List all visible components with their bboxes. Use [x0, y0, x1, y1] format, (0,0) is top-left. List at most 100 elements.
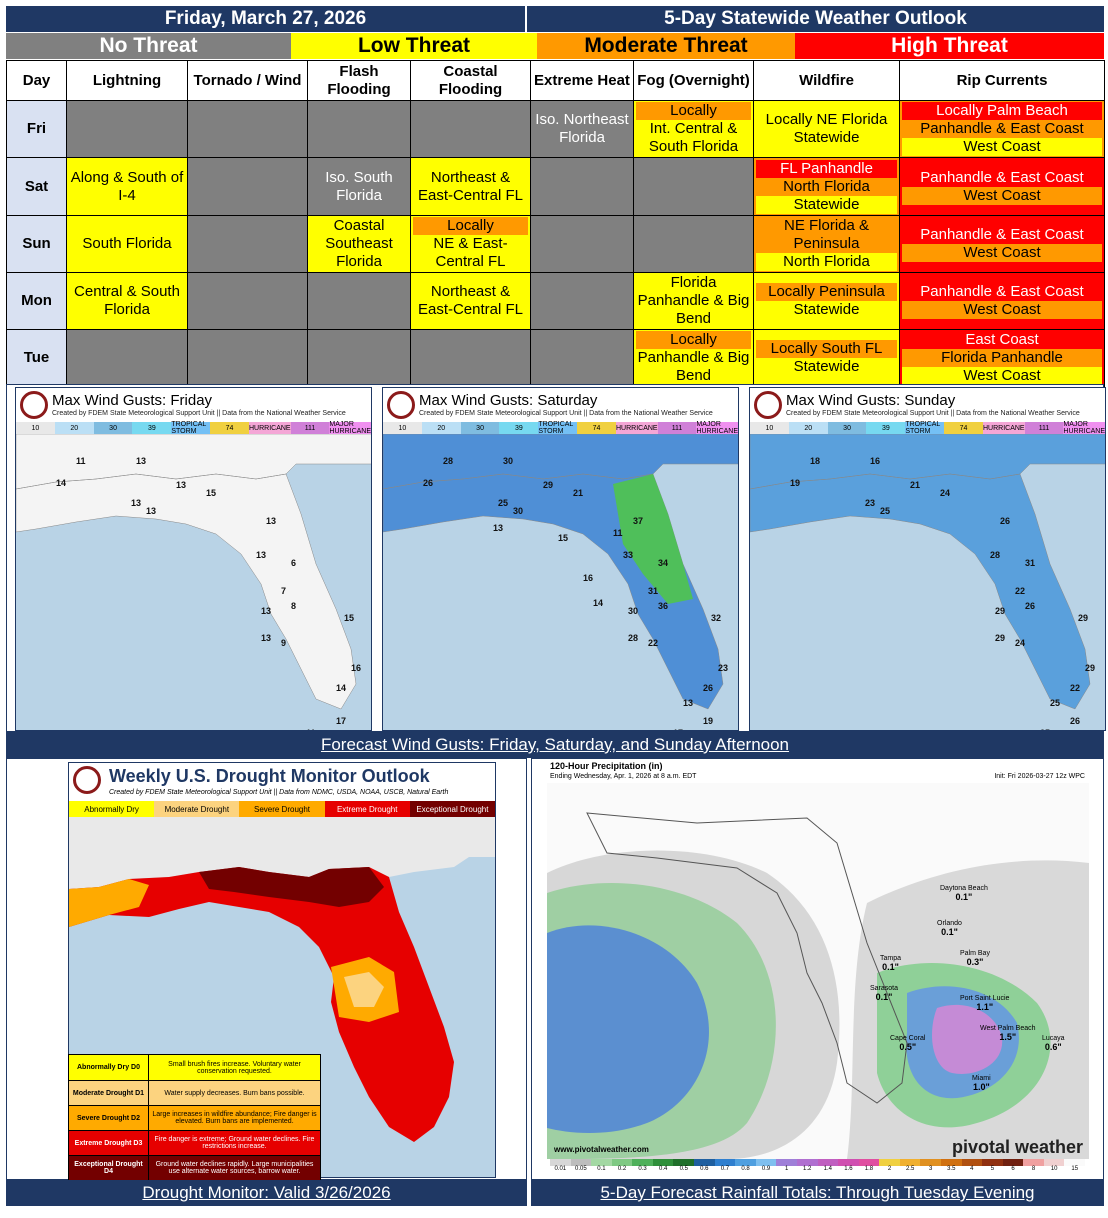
gust-value: 15 [206, 488, 217, 498]
drought-extreme-north [199, 867, 384, 907]
wind-scale-step: 39 [866, 422, 906, 434]
gust-value: 28 [443, 456, 454, 466]
gust-value: 14 [336, 683, 347, 693]
rain-scale-label: 1.8 [864, 1166, 874, 1172]
rain-brand: pivotal weather [951, 1137, 1083, 1157]
legend-d1: Moderate Drought D1 Water supply decrease… [69, 1080, 320, 1105]
rain-scale-step: 1.2 [796, 1159, 818, 1177]
legend-key: Abnormally Dry D0 [69, 1055, 149, 1080]
rain-scale-swatch [838, 1159, 859, 1166]
cell-tue-rip: East Coast Florida Panhandle West Coast [899, 329, 1105, 387]
text: NE Florida & Peninsula [783, 217, 870, 252]
rain-scale-swatch [673, 1159, 695, 1166]
gust-value: 6 [291, 558, 297, 568]
legend-low-threat: Low Threat [291, 33, 537, 59]
rain-ending: Ending Wednesday, Apr. 1, 2026 at 8 a.m.… [550, 773, 697, 780]
cell-fri-wildfire: Locally NE Florida Statewide [753, 100, 900, 158]
cell [187, 329, 308, 387]
cat-d3: Extreme Drought [324, 801, 410, 817]
wind-scale-step: 39 [132, 422, 172, 434]
gust-value: 30 [628, 606, 639, 616]
cell-fri-heat: Iso. Northeast Florida [530, 100, 634, 158]
highlight: West Coast [902, 301, 1102, 319]
gust-value: 31 [648, 586, 659, 596]
legend-desc: Small brush fires increase. Voluntary wa… [168, 1060, 301, 1075]
rain-scale-label: 4 [970, 1166, 974, 1172]
rain-scale-step: 2.5 [899, 1159, 921, 1177]
gust-value: 22 [1015, 586, 1026, 596]
wind-map-header: Max Wind Gusts: Sunday Created by FDEM St… [750, 388, 1105, 422]
legend-d4: Exceptional Drought D4 Ground water decli… [69, 1155, 320, 1180]
rain-scale-label: 0.6 [700, 1166, 709, 1172]
wind-scale-step: 111 [290, 422, 330, 434]
cell [410, 100, 531, 158]
gust-value: 11 [76, 456, 86, 466]
gust-value: 11 [613, 528, 623, 538]
gust-value: 21 [910, 480, 921, 490]
rain-scale: 0.01 0.05 0.1 0.2 0.3 0.4 0.5 0.6 0.7 0.8 0.9 1 1.2 1… [550, 1159, 1086, 1177]
highlight: Locally Peninsula [756, 283, 897, 301]
gust-value: 29 [543, 480, 554, 490]
wind-scale-step: 30 [827, 422, 867, 434]
rain-site: www.pivotalweather.com [554, 1145, 649, 1154]
rain-scale-swatch [694, 1159, 715, 1166]
wind-scale-step: MAJOR HURRICANE [696, 421, 739, 435]
rain-scale-step: 10 [1043, 1159, 1065, 1177]
wind-map-credit: Created by FDEM State Meteorological Sup… [786, 410, 1080, 417]
cell [633, 215, 754, 273]
cell-sun-lightning: South Florida [66, 215, 188, 273]
rain-scale-step: 0.7 [714, 1159, 736, 1177]
florida-land [383, 434, 738, 710]
rain-scale-step: 0.1 [591, 1159, 612, 1177]
cell [530, 157, 634, 216]
wind-caption: Forecast Wind Gusts: Friday, Saturday, a… [6, 732, 1104, 758]
text: Panhandle & Big Bend [637, 349, 750, 384]
wind-scale-step: TROPICAL STORM [171, 421, 211, 435]
rain-scale-step: 3 [920, 1159, 941, 1177]
gust-value: 18 [810, 456, 821, 466]
gust-value: 26 [1025, 601, 1036, 611]
highlight: Locally [413, 217, 528, 235]
wind-scale-step: 30 [93, 422, 133, 434]
legend-d3: Extreme Drought D3 Fire danger is extreme… [69, 1130, 320, 1155]
rain-scale-swatch [796, 1159, 818, 1166]
drought-abnormal-central [344, 972, 384, 1007]
day-tue: Tue [6, 329, 67, 387]
rain-scale-swatch [611, 1159, 633, 1166]
rain-scale-step: 1 [776, 1159, 797, 1177]
cell [307, 100, 411, 158]
rain-scale-step: 2 [879, 1159, 900, 1177]
rain-scale-label: 8 [1031, 1166, 1036, 1172]
wind-map-land [16, 434, 371, 710]
wind-scale-step: 20 [54, 422, 94, 434]
text: NE & East-Central FL [433, 235, 508, 270]
gust-value: 30 [503, 456, 514, 466]
drought-map [69, 817, 495, 1142]
gust-value: 15 [558, 533, 569, 543]
gust-value: 13 [256, 550, 267, 560]
rain-scale-label: 3 [929, 1166, 933, 1172]
gust-value: 36 [658, 601, 669, 611]
gust-value: 34 [658, 558, 669, 568]
legend-key: Exceptional Drought D4 [69, 1156, 149, 1180]
rain-scale-label: 1.6 [844, 1166, 853, 1172]
wind-scale-step: 30 [460, 422, 500, 434]
cell [66, 329, 188, 387]
highlight: Locally South FL [756, 340, 897, 358]
legend-desc: Large increases in wildfire abundance; F… [152, 1111, 317, 1125]
rain-scale-swatch [858, 1159, 880, 1166]
wind-scale-step: 74 [577, 422, 616, 434]
gust-value: 25 [880, 506, 891, 516]
cell [530, 272, 634, 330]
gust-value: 26 [423, 478, 434, 488]
wind-scale-step: 20 [788, 422, 828, 434]
rain-scale-step: 3.5 [940, 1159, 962, 1177]
wind-scale-step: 10 [750, 422, 789, 434]
rain-scale-step: 4 [961, 1159, 983, 1177]
rain-scale-swatch [735, 1159, 756, 1166]
rain-scale-swatch [570, 1159, 592, 1166]
wind-map-2: Max Wind Gusts: Saturday Created by FDEM … [382, 387, 739, 731]
cell-fri-rip: Locally Palm Beach Panhandle & East Coast… [899, 100, 1105, 158]
gust-value: 19 [790, 478, 801, 488]
text: North Florida [783, 177, 870, 195]
